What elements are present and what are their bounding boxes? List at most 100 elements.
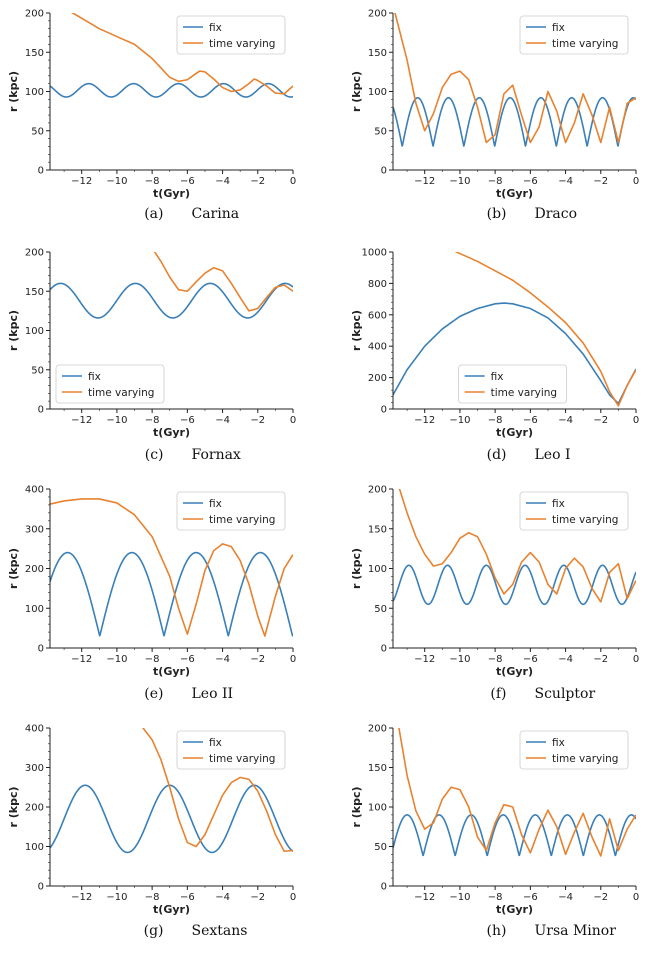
series-line-fix [393,564,636,606]
x-tick-label: −6 [523,415,538,426]
legend-box [176,491,286,531]
panel-e: 0 100 200 300 400 −12 −10 −8 −6 −4 −2 0 t(Gyr) r (kpc… [7,485,296,703]
x-tick-label: −6 [523,176,538,187]
x-tick-label: −4 [215,415,230,426]
legend-label-time-varying: time varying [209,514,275,526]
x-tick-label: −10 [106,415,127,426]
series-line-time-varying [398,489,636,603]
x-tick-label: −12 [71,415,92,426]
x-tick-label: −12 [414,176,435,187]
y-tick-label: 100 [368,803,387,814]
y-tick-label: 200 [25,248,44,259]
x-tick-label: −6 [180,176,195,187]
x-tick-label: −8 [145,176,160,187]
legend-label-time-varying: time varying [491,387,557,399]
y-tick-label: 400 [368,342,387,353]
y-tick-label: 50 [31,126,44,137]
x-tick-label: 0 [633,415,639,426]
y-tick-label: 100 [25,604,44,615]
legend-label-fix: fix [209,737,222,749]
y-tick-label: 50 [31,365,44,376]
legend: fix time varying [176,491,286,531]
series-line-fix [50,784,293,854]
y-tick-label: 150 [25,48,44,59]
y-tick-label: 100 [368,87,387,98]
y-tick-label: 200 [25,803,44,814]
x-tick-label: 0 [290,415,296,426]
y-tick-label: 200 [368,485,387,496]
x-tick-label: 0 [633,892,639,903]
x-tick-label: −2 [250,892,265,903]
legend-label-fix: fix [552,737,565,749]
x-tick-label: −8 [145,415,160,426]
legend-label-time-varying: time varying [209,38,275,50]
y-tick-label: 0 [38,405,44,416]
x-tick-label: −2 [593,415,608,426]
caption-letter: (f) [490,686,506,702]
x-tick-label: −10 [106,176,127,187]
y-tick-label: 0 [38,644,44,655]
y-tick-label: 200 [368,724,387,735]
series-line-time-varying [454,252,636,407]
y-tick-label: 0 [38,166,44,177]
y-tick-label: 50 [374,604,387,615]
legend-label-fix: fix [209,22,222,34]
x-tick-label: −2 [250,176,265,187]
legend-box [519,730,629,770]
legend-label-time-varying: time varying [552,753,618,765]
x-tick-label: −12 [414,654,435,665]
y-axis-label: r (kpc) [350,71,363,112]
x-tick-label: 0 [633,176,639,187]
y-axis-label: r (kpc) [350,786,363,827]
y-tick-label: 200 [25,9,44,20]
caption-name: Sextans [192,923,248,939]
x-tick-label: −6 [180,654,195,665]
y-tick-label: 100 [25,87,44,98]
x-tick-label: −2 [593,654,608,665]
series-line-time-varying [50,498,293,637]
x-tick-label: −4 [215,654,230,665]
x-tick-label: −4 [558,176,573,187]
y-tick-label: 200 [368,373,387,384]
legend: fix time varying [519,730,629,770]
y-tick-label: 200 [25,564,44,575]
legend-box [519,15,629,55]
y-tick-label: 800 [368,279,387,290]
x-tick-label: −8 [145,654,160,665]
legend: fix time varying [519,15,629,55]
caption-letter: (c) [145,447,164,463]
series-line-fix [393,814,636,857]
legend: fix time varying [176,730,286,770]
x-tick-label: −12 [414,415,435,426]
x-tick-label: −6 [180,892,195,903]
x-tick-label: −4 [215,176,230,187]
series-line-time-varying [71,13,293,95]
series-line-time-varying [398,728,636,857]
y-tick-label: 300 [25,524,44,535]
y-tick-label: 50 [374,126,387,137]
x-tick-label: −2 [250,415,265,426]
x-tick-label: 0 [290,892,296,903]
x-axis-label: t(Gyr) [496,426,533,439]
caption-letter: (b) [487,206,507,222]
x-tick-label: −12 [414,892,435,903]
panel-f: 0 50 100 150 200 −12 −10 −8 −6 −4 −2 0 t(Gyr) r (kpc)… [350,485,639,703]
legend-box [458,364,568,404]
legend-label-fix: fix [88,371,101,383]
x-axis-label: t(Gyr) [496,903,533,916]
caption-name: Draco [535,206,578,222]
x-tick-label: −4 [558,415,573,426]
y-tick-label: 0 [381,644,387,655]
legend-label-time-varying: time varying [552,514,618,526]
series-line-fix [50,282,293,319]
caption-name: Leo I [535,447,571,463]
caption-name: Carina [192,206,240,222]
x-tick-label: −8 [488,654,503,665]
x-tick-label: −6 [523,892,538,903]
legend-box [176,730,286,770]
series-line-fix [50,551,293,637]
x-tick-label: −10 [106,654,127,665]
panel-a: 0 50 100 150 200 −12 −10 −8 −6 −4 −2 0 t(Gyr) r (kpc)… [7,9,296,223]
x-tick-label: 0 [633,654,639,665]
caption-letter: (e) [144,686,163,702]
